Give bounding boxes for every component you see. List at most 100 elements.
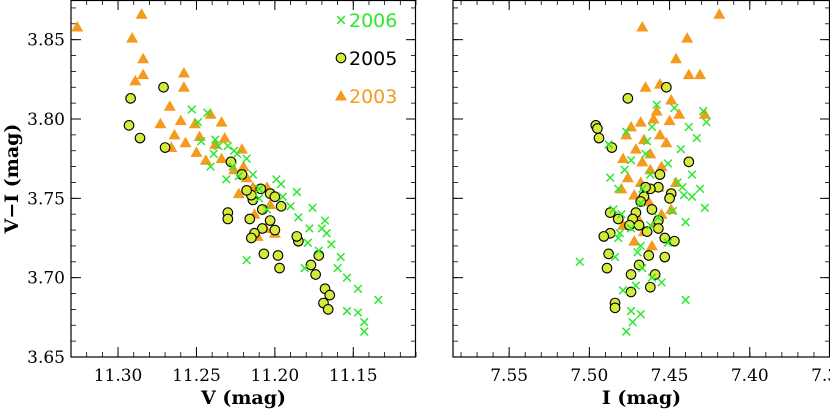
- legend-marker-2005: [335, 52, 347, 64]
- point-2005: [322, 304, 334, 315]
- point-2003: [694, 68, 707, 80]
- x-tick-label: 11.15: [329, 366, 378, 386]
- point-2003: [642, 195, 655, 207]
- point-2003: [663, 114, 676, 126]
- point-2006: [193, 117, 203, 127]
- point-2003: [647, 113, 660, 124]
- point-2006: [645, 170, 655, 179]
- point-2006: [326, 240, 336, 249]
- point-2006: [620, 165, 629, 175]
- point-2006: [210, 135, 220, 144]
- point-2003: [629, 143, 642, 154]
- point-2003: [645, 239, 658, 251]
- x-tick-label: 7.55: [490, 366, 528, 386]
- point-2005: [125, 93, 136, 104]
- point-2006: [700, 203, 710, 213]
- x-axis-label: I (mag): [602, 387, 681, 409]
- point-2006: [617, 209, 626, 219]
- point-2005: [644, 281, 656, 293]
- x-tick-label: 11.20: [251, 366, 300, 386]
- point-2006: [621, 327, 631, 336]
- point-2006: [633, 247, 642, 257]
- point-2006: [272, 174, 281, 184]
- x-tick-label: 7.50: [570, 366, 608, 386]
- point-2005: [275, 200, 287, 212]
- point-2006: [254, 184, 264, 194]
- point-2006: [613, 233, 623, 243]
- point-2006: [637, 263, 647, 273]
- point-2005: [158, 81, 169, 93]
- point-2006: [248, 170, 258, 179]
- point-2006: [221, 174, 231, 184]
- point-2005: [635, 196, 647, 207]
- point-2005: [624, 219, 635, 231]
- point-2006: [636, 198, 646, 208]
- point-2006: [342, 306, 352, 316]
- series-2005: [590, 81, 695, 314]
- point-2006: [681, 295, 690, 305]
- point-2003: [660, 136, 673, 148]
- point-2006: [333, 263, 342, 273]
- point-2006: [303, 238, 313, 248]
- point-2005: [592, 123, 603, 134]
- point-2005: [134, 132, 146, 144]
- point-2006: [663, 159, 673, 168]
- y-tick-label: 3.75: [27, 189, 65, 209]
- point-2005: [225, 156, 237, 168]
- point-2005: [305, 259, 317, 271]
- point-2005: [622, 93, 634, 104]
- point-2003: [636, 155, 649, 167]
- y-axis-label: V−I (mag): [1, 124, 23, 235]
- point-2003: [179, 136, 192, 148]
- point-2006: [670, 103, 679, 113]
- point-2005: [255, 183, 267, 195]
- point-2006: [645, 220, 655, 230]
- point-2005: [593, 132, 605, 144]
- series-2006: [575, 100, 711, 336]
- point-2003: [615, 182, 628, 194]
- point-2003: [71, 20, 84, 32]
- point-2006: [203, 108, 212, 117]
- point-2003: [681, 32, 694, 43]
- point-2006: [374, 295, 383, 305]
- point-2006: [359, 317, 369, 327]
- point-2005: [269, 191, 281, 203]
- point-2005: [601, 262, 613, 274]
- point-2005: [659, 251, 671, 263]
- point-2005: [625, 269, 637, 280]
- point-2005: [310, 269, 321, 280]
- point-2006: [314, 246, 324, 256]
- point-2003: [168, 128, 181, 140]
- point-2006: [698, 106, 708, 116]
- point-2006: [626, 224, 636, 233]
- point-2003: [218, 132, 231, 143]
- point-2006: [187, 105, 197, 114]
- point-2006: [681, 217, 690, 227]
- point-2005: [683, 156, 695, 168]
- point-2006: [305, 224, 314, 233]
- legend-label-2003: 2003: [349, 86, 397, 108]
- point-2006: [278, 192, 288, 202]
- point-2006: [628, 317, 638, 327]
- point-2005: [269, 224, 281, 236]
- point-2006: [342, 273, 352, 282]
- y-tick-label: 3.85: [27, 31, 65, 51]
- point-2003: [188, 117, 201, 129]
- point-2003: [154, 117, 167, 129]
- point-2006: [652, 100, 662, 110]
- point-2006: [610, 252, 620, 262]
- point-2005: [669, 235, 680, 247]
- point-2005: [640, 181, 651, 193]
- point-2005: [324, 289, 336, 301]
- point-2003: [620, 128, 633, 140]
- point-2003: [682, 68, 695, 80]
- point-2006: [286, 201, 295, 211]
- x-tick-label: 7.35: [811, 366, 830, 386]
- point-2006: [308, 203, 317, 213]
- x-tick-label: 7.45: [651, 366, 689, 386]
- point-2003: [193, 130, 206, 141]
- point-2006: [605, 173, 615, 183]
- point-2005: [291, 231, 303, 242]
- point-2006: [209, 149, 219, 159]
- point-2005: [258, 248, 270, 260]
